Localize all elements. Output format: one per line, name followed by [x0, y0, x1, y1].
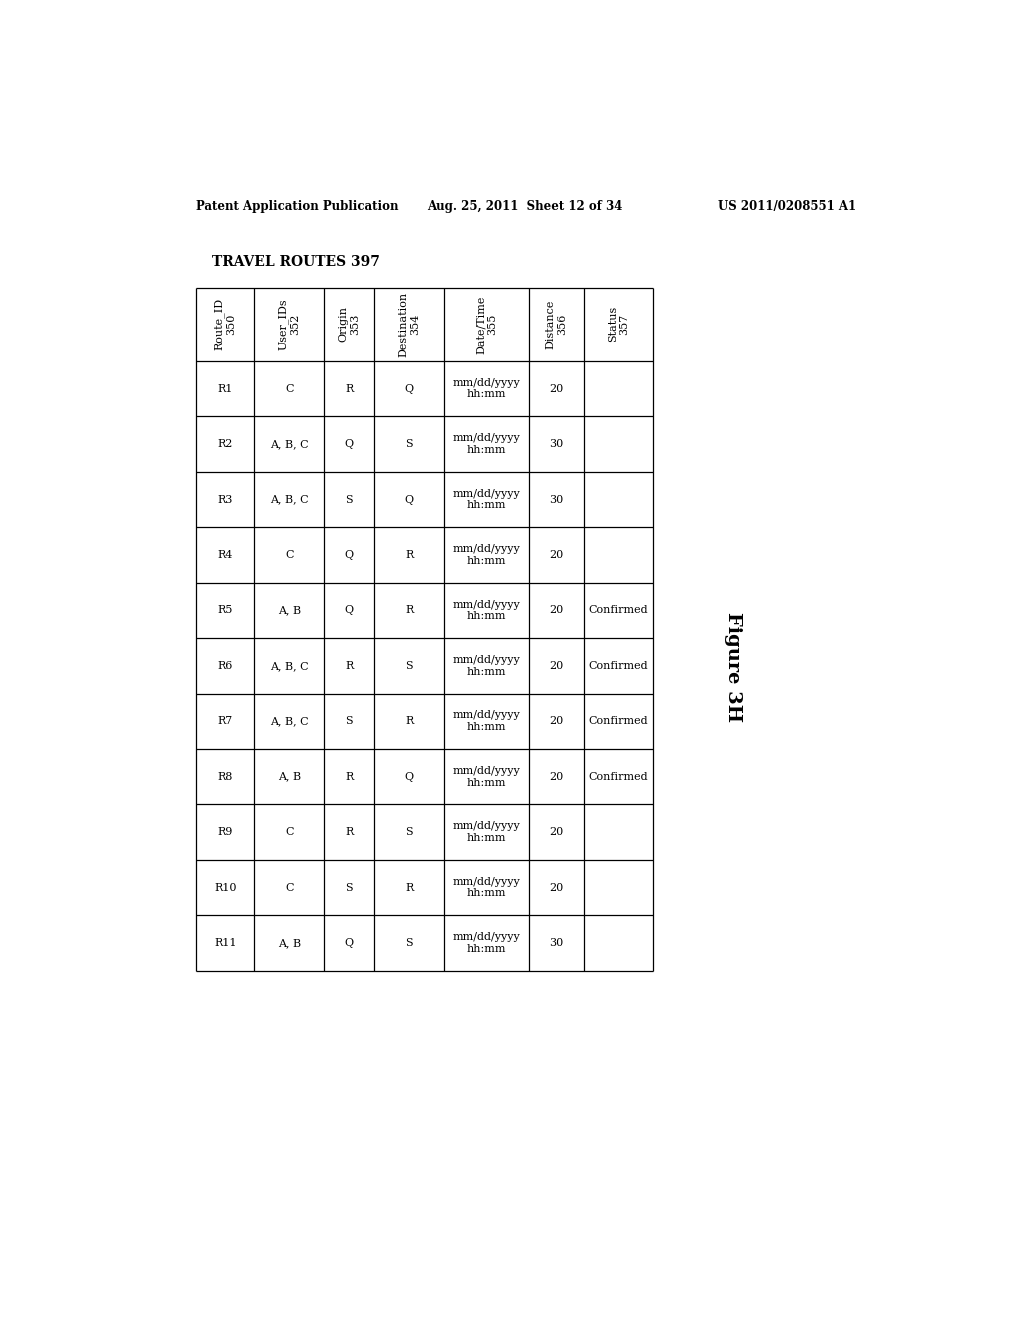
Text: R: R: [406, 550, 414, 560]
Text: S: S: [345, 717, 353, 726]
Text: Route_ID
350: Route_ID 350: [214, 298, 237, 350]
Text: Distance
356: Distance 356: [546, 300, 567, 348]
Text: R10: R10: [214, 883, 237, 892]
Text: Status
357: Status 357: [608, 306, 630, 342]
Text: User_IDs
352: User_IDs 352: [279, 298, 300, 350]
Text: A, B: A, B: [278, 939, 301, 948]
Text: mm/dd/yyyy
hh:mm: mm/dd/yyyy hh:mm: [453, 821, 520, 843]
Text: 20: 20: [550, 384, 563, 393]
Text: R: R: [345, 772, 353, 781]
Text: Q: Q: [345, 440, 354, 449]
Text: Origin
353: Origin 353: [339, 306, 360, 342]
Text: US 2011/0208551 A1: US 2011/0208551 A1: [719, 199, 856, 213]
Text: R6: R6: [217, 661, 232, 671]
Text: R: R: [406, 883, 414, 892]
Text: C: C: [285, 550, 294, 560]
Text: A, B: A, B: [278, 606, 301, 615]
Text: C: C: [285, 384, 294, 393]
Text: C: C: [285, 883, 294, 892]
Text: Confirmed: Confirmed: [589, 606, 648, 615]
Text: 20: 20: [550, 828, 563, 837]
Text: R: R: [345, 661, 353, 671]
Text: mm/dd/yyyy
hh:mm: mm/dd/yyyy hh:mm: [453, 655, 520, 677]
Text: Figure 3H: Figure 3H: [724, 611, 741, 722]
Text: Q: Q: [345, 939, 354, 948]
Text: 30: 30: [550, 939, 563, 948]
Text: Q: Q: [404, 495, 414, 504]
Text: mm/dd/yyyy
hh:mm: mm/dd/yyyy hh:mm: [453, 876, 520, 899]
Text: 20: 20: [550, 717, 563, 726]
Text: R: R: [406, 717, 414, 726]
Text: S: S: [406, 440, 413, 449]
Text: Q: Q: [345, 550, 354, 560]
Text: Date/Time
355: Date/Time 355: [476, 296, 498, 354]
Text: mm/dd/yyyy
hh:mm: mm/dd/yyyy hh:mm: [453, 932, 520, 954]
Text: 20: 20: [550, 606, 563, 615]
Text: Q: Q: [345, 606, 354, 615]
Text: R2: R2: [217, 440, 232, 449]
Text: Confirmed: Confirmed: [589, 661, 648, 671]
Text: mm/dd/yyyy
hh:mm: mm/dd/yyyy hh:mm: [453, 378, 520, 400]
Text: C: C: [285, 828, 294, 837]
Text: A, B, C: A, B, C: [270, 717, 308, 726]
Text: 20: 20: [550, 661, 563, 671]
Text: mm/dd/yyyy
hh:mm: mm/dd/yyyy hh:mm: [453, 599, 520, 622]
Text: S: S: [406, 828, 413, 837]
Text: S: S: [406, 661, 413, 671]
Text: mm/dd/yyyy
hh:mm: mm/dd/yyyy hh:mm: [453, 488, 520, 511]
Text: R4: R4: [217, 550, 232, 560]
Text: R7: R7: [218, 717, 232, 726]
Text: A, B, C: A, B, C: [270, 495, 308, 504]
Text: R8: R8: [217, 772, 232, 781]
Text: Destination
354: Destination 354: [398, 292, 420, 356]
Text: R: R: [345, 384, 353, 393]
Text: Q: Q: [404, 772, 414, 781]
Text: R: R: [345, 828, 353, 837]
Text: Confirmed: Confirmed: [589, 717, 648, 726]
Text: R: R: [406, 606, 414, 615]
Text: S: S: [345, 883, 353, 892]
Text: S: S: [345, 495, 353, 504]
Text: 20: 20: [550, 550, 563, 560]
Text: 20: 20: [550, 883, 563, 892]
Text: mm/dd/yyyy
hh:mm: mm/dd/yyyy hh:mm: [453, 544, 520, 566]
Text: mm/dd/yyyy
hh:mm: mm/dd/yyyy hh:mm: [453, 710, 520, 733]
Text: R11: R11: [214, 939, 237, 948]
Text: R9: R9: [217, 828, 232, 837]
Text: A, B, C: A, B, C: [270, 440, 308, 449]
Text: Confirmed: Confirmed: [589, 772, 648, 781]
Text: R3: R3: [217, 495, 232, 504]
Text: 20: 20: [550, 772, 563, 781]
Text: A, B: A, B: [278, 772, 301, 781]
Text: mm/dd/yyyy
hh:mm: mm/dd/yyyy hh:mm: [453, 433, 520, 455]
Text: 30: 30: [550, 440, 563, 449]
Text: S: S: [406, 939, 413, 948]
Text: R1: R1: [217, 384, 232, 393]
Text: TRAVEL ROUTES 397: TRAVEL ROUTES 397: [212, 255, 380, 269]
Text: R5: R5: [217, 606, 232, 615]
Text: mm/dd/yyyy
hh:mm: mm/dd/yyyy hh:mm: [453, 766, 520, 788]
Text: A, B, C: A, B, C: [270, 661, 308, 671]
Text: 30: 30: [550, 495, 563, 504]
Text: Patent Application Publication: Patent Application Publication: [197, 199, 398, 213]
Text: Q: Q: [404, 384, 414, 393]
Text: Aug. 25, 2011  Sheet 12 of 34: Aug. 25, 2011 Sheet 12 of 34: [427, 199, 623, 213]
